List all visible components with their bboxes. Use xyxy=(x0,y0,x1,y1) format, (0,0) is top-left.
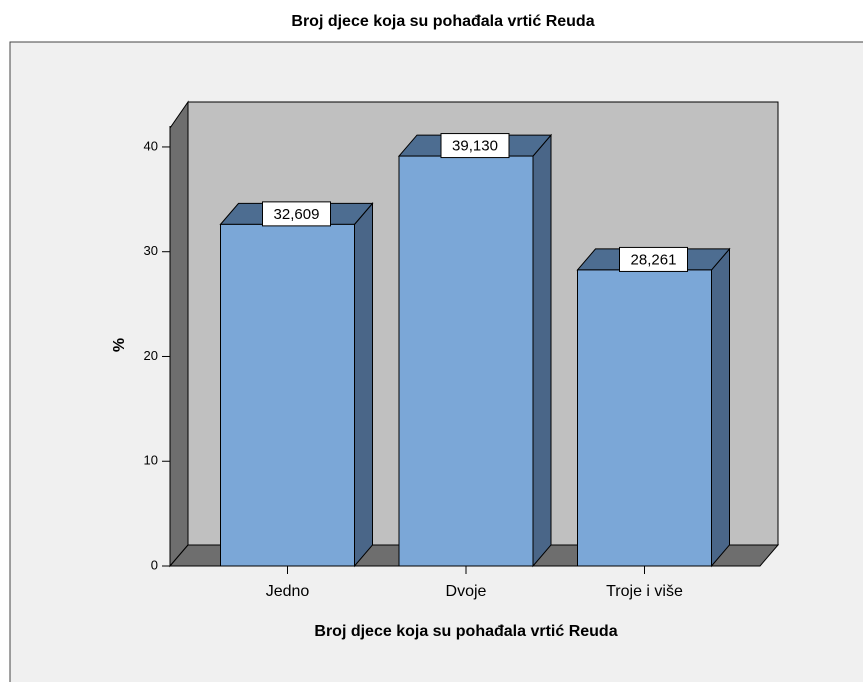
y-tick-label: 10 xyxy=(144,453,158,468)
bar xyxy=(577,269,712,567)
y-axis-title: % xyxy=(111,338,128,352)
x-tick-label: Jedno xyxy=(266,583,310,600)
y-tick-label: 30 xyxy=(144,243,158,258)
chart-title: Broj djece koja su pohađala vrtić Reuda xyxy=(291,13,594,30)
y-tick-label: 0 xyxy=(151,557,158,572)
bar-side xyxy=(532,133,552,568)
bar xyxy=(220,223,355,567)
bar-side xyxy=(354,202,373,568)
value-label: 39,130 xyxy=(452,138,498,155)
side-wall xyxy=(169,100,189,568)
value-label-box xyxy=(440,133,510,159)
value-label-box xyxy=(262,201,331,227)
x-axis-title: Broj djece koja su pohađala vrtić Reuda xyxy=(314,623,617,640)
bar-side xyxy=(711,247,730,568)
value-label: 28,261 xyxy=(631,251,677,268)
value-label: 32,609 xyxy=(274,206,320,223)
x-tick-label: Troje i više xyxy=(606,583,683,600)
bar xyxy=(398,155,534,567)
value-label-box xyxy=(619,246,688,272)
y-tick-label: 20 xyxy=(144,348,158,363)
x-tick-label: Dvoje xyxy=(446,583,487,600)
y-tick-label: 40 xyxy=(144,138,158,153)
